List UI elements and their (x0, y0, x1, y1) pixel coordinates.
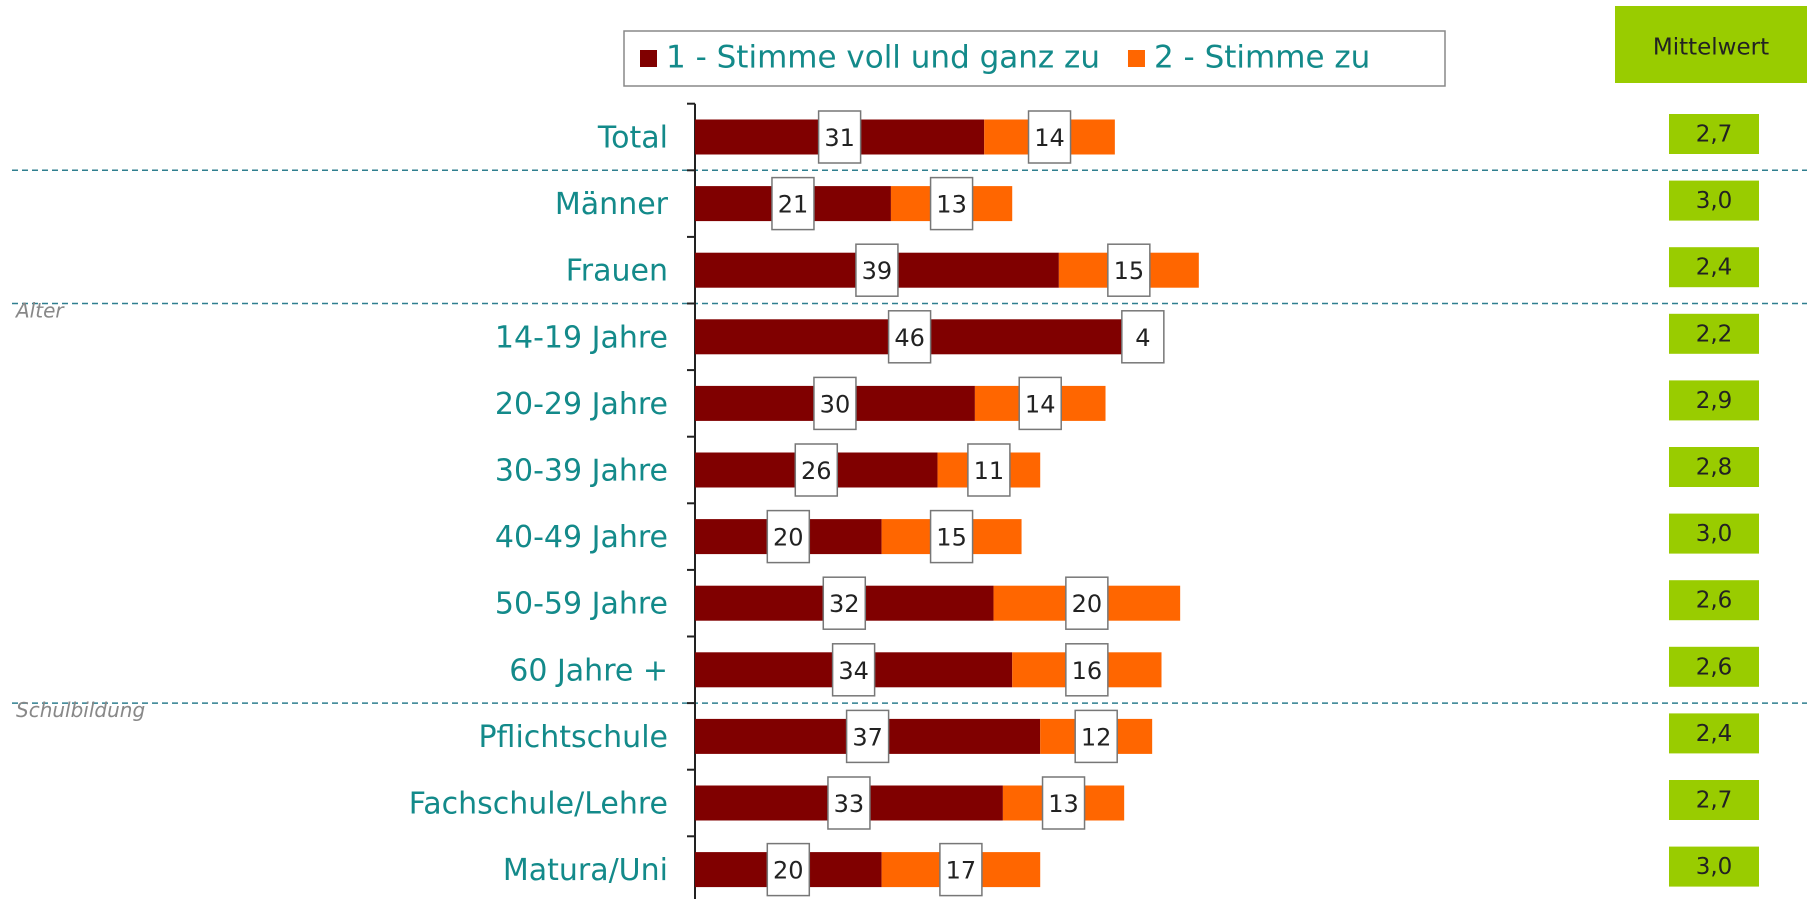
category-label: Männer (555, 187, 669, 222)
mittelwert-box (1669, 313, 1759, 354)
category-label: 30-39 Jahre (495, 454, 668, 489)
data-label: 13 (936, 191, 967, 219)
mittelwert-box (1669, 780, 1759, 820)
legend-label: 2 - Stimme zu (1154, 40, 1370, 76)
mittelwert-value: 2,7 (1696, 788, 1733, 814)
data-label-box (822, 576, 867, 630)
category-label: 50-59 Jahre (495, 587, 668, 622)
data-label-box (794, 443, 839, 497)
data-label-box (766, 842, 811, 897)
group-label: Alter (14, 298, 65, 322)
data-label-box (827, 776, 871, 830)
data-label: 31 (824, 124, 855, 152)
data-label: 4 (1135, 324, 1150, 352)
data-label: 14 (1025, 390, 1056, 418)
data-label-box (817, 110, 862, 164)
mittelwert-value: 3,0 (1696, 854, 1733, 880)
mittelwert-value: 2,4 (1696, 721, 1733, 747)
mittelwert-box (1669, 447, 1759, 487)
mittelwert-value: 3,0 (1696, 521, 1733, 547)
mittelwert-value: 2,9 (1696, 388, 1733, 414)
data-label: 12 (1081, 723, 1112, 751)
category-label: 60 Jahre + (509, 653, 668, 688)
data-label: 37 (852, 723, 883, 751)
mittelwert-value: 2,6 (1696, 654, 1733, 680)
data-label-box (1065, 643, 1109, 697)
mittelwert-box (1669, 513, 1759, 554)
category-label: Fachschule/Lehre (409, 787, 668, 822)
data-label-box (813, 376, 857, 431)
mittelwert-box (1669, 846, 1759, 887)
mittelwert-box (1669, 247, 1759, 288)
data-label-box (1074, 709, 1118, 764)
data-label-box (967, 443, 1011, 497)
data-label-box (766, 509, 811, 564)
data-label-box (1018, 376, 1062, 431)
mittelwert-value: 2,6 (1696, 588, 1733, 614)
mittelwert-box (1669, 580, 1759, 621)
mittelwert-value: 2,8 (1696, 455, 1733, 481)
data-label: 15 (936, 524, 967, 552)
data-label-box (929, 176, 974, 231)
group-label: Schulbildung (16, 698, 145, 722)
data-label: 32 (829, 590, 860, 618)
category-label: Matura/Uni (503, 853, 668, 888)
category-label: 40-49 Jahre (495, 520, 668, 555)
category-label: 20-29 Jahre (495, 387, 668, 422)
data-label: 21 (778, 191, 809, 219)
mittelwert-box (1669, 380, 1759, 421)
mittelwert-box (1669, 646, 1759, 687)
data-label: 20 (773, 857, 804, 885)
data-label: 13 (1048, 790, 1079, 818)
mittelwert-value: 2,2 (1696, 321, 1733, 347)
data-label-box (1027, 110, 1072, 164)
mittelwert-value: 3,0 (1696, 188, 1733, 214)
data-label: 26 (801, 457, 832, 485)
mittelwert-header (1615, 6, 1807, 83)
mittelwert-box (1669, 180, 1759, 221)
category-label: Total (597, 121, 668, 156)
legend-swatch (640, 50, 657, 67)
data-label-box (1107, 243, 1151, 297)
data-label-box (1121, 310, 1165, 364)
data-label: 14 (1034, 124, 1065, 152)
data-label: 15 (1114, 257, 1145, 285)
data-label: 16 (1072, 657, 1103, 685)
category-label: 14-19 Jahre (495, 320, 668, 355)
data-label-box (929, 509, 974, 564)
data-label: 30 (820, 390, 851, 418)
mittelwert-box (1669, 713, 1759, 754)
mittelwert-box (1669, 114, 1759, 154)
data-label: 17 (946, 857, 977, 885)
mittelwert-value: 2,4 (1696, 255, 1733, 281)
data-label: 46 (894, 324, 925, 352)
data-label-box (887, 310, 932, 364)
data-label-box (845, 709, 890, 764)
data-label-box (855, 243, 899, 297)
mittelwert-title: Mittelwert (1653, 35, 1769, 61)
data-label: 20 (773, 524, 804, 552)
category-label: Frauen (566, 254, 668, 289)
legend-label: 1 - Stimme voll und ganz zu (666, 40, 1100, 76)
data-label-box (939, 842, 983, 897)
data-label: 20 (1072, 590, 1103, 618)
mittelwert-value: 2,7 (1696, 122, 1733, 148)
data-label: 11 (974, 457, 1005, 485)
data-label: 34 (838, 657, 869, 685)
data-label: 39 (862, 257, 893, 285)
data-label-box (1041, 776, 1086, 830)
data-label-box (831, 643, 876, 697)
data-label: 33 (834, 790, 865, 818)
category-label: Pflichtschule (478, 720, 668, 755)
legend-box (623, 30, 1446, 87)
data-label-box (1065, 576, 1109, 630)
legend-swatch (1127, 50, 1145, 67)
data-label-box (771, 176, 815, 231)
